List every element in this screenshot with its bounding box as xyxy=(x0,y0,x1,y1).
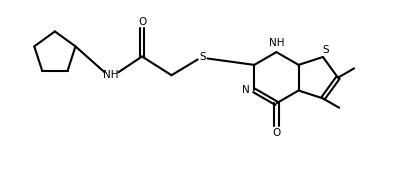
Text: S: S xyxy=(199,51,205,62)
Text: NH: NH xyxy=(102,70,118,80)
Text: NH: NH xyxy=(268,38,283,48)
Text: O: O xyxy=(138,17,146,27)
Text: N: N xyxy=(242,86,249,96)
Text: S: S xyxy=(321,45,328,55)
Text: O: O xyxy=(272,128,280,138)
